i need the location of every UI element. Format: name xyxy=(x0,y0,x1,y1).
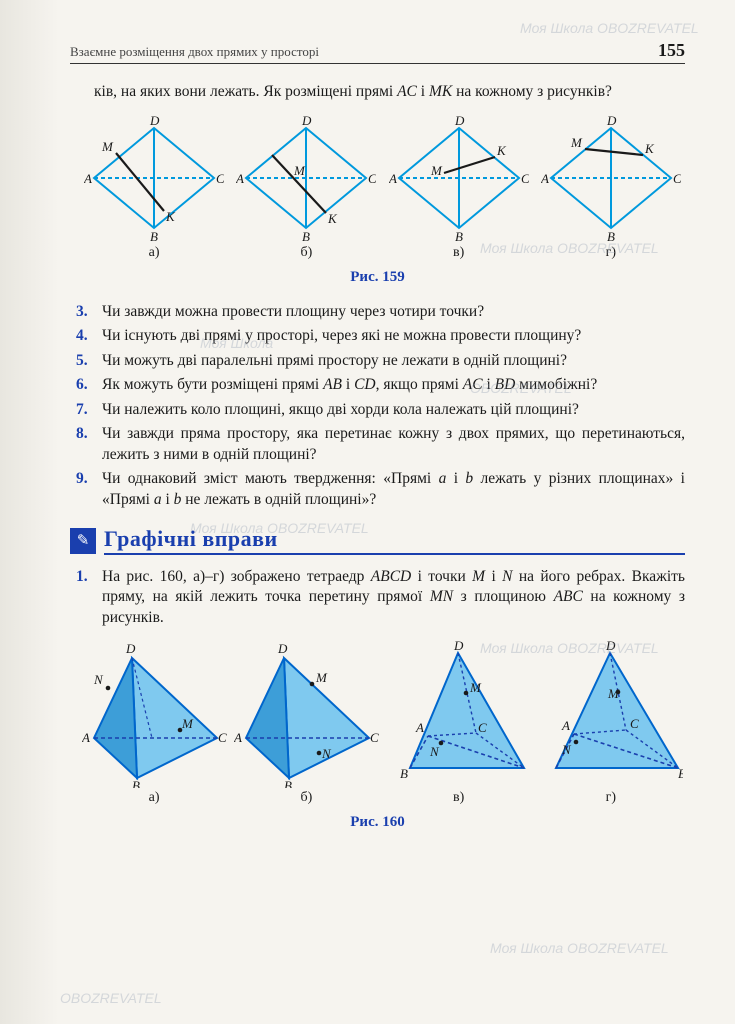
svg-text:D: D xyxy=(125,641,136,656)
svg-text:D: D xyxy=(454,113,465,128)
question-7: 7. Чи належить коло площині, якщо дві хо… xyxy=(76,400,685,420)
question-3: 3. Чи завжди можна провести площину чере… xyxy=(76,302,685,322)
page-header: Взаємне розміщення двох прямих у простор… xyxy=(70,40,685,64)
svg-text:N: N xyxy=(321,746,332,761)
svg-text:C: C xyxy=(673,171,681,186)
question-5: 5. Чи можуть дві паралельні прямі просто… xyxy=(76,351,685,371)
question-9: 9. Чи однаковий зміст мають твердження: … xyxy=(76,469,685,510)
svg-text:M: M xyxy=(469,680,482,695)
svg-text:D: D xyxy=(605,638,616,653)
fig160-caption: Рис. 160 xyxy=(70,814,685,831)
svg-text:A: A xyxy=(236,171,244,186)
fig159-a-label: а) xyxy=(80,245,228,261)
question-6: 6. Як можуть бути розміщені прямі AB і C… xyxy=(76,375,685,395)
svg-text:A: A xyxy=(82,730,90,745)
fig160-b: D M N A C B б) xyxy=(232,638,380,806)
svg-text:A: A xyxy=(541,171,549,186)
svg-text:B: B xyxy=(607,229,615,243)
fig160-c: D M N A C B в) xyxy=(385,638,533,806)
svg-text:N: N xyxy=(561,742,572,757)
svg-text:C: C xyxy=(478,720,487,735)
fig159-caption: Рис. 159 xyxy=(70,269,685,286)
svg-text:M: M xyxy=(181,716,194,731)
svg-text:C: C xyxy=(521,171,529,186)
svg-text:C: C xyxy=(218,730,227,745)
svg-text:D: D xyxy=(606,113,617,128)
svg-text:D: D xyxy=(453,638,464,653)
svg-text:M: M xyxy=(101,139,114,154)
page-number: 155 xyxy=(658,40,685,61)
svg-text:M: M xyxy=(293,163,306,178)
fig159-c-label: в) xyxy=(385,245,533,261)
svg-text:C: C xyxy=(368,171,376,186)
figure-159-row: D M A C K B а) D M xyxy=(80,113,685,261)
svg-text:B: B xyxy=(400,766,408,781)
pencil-icon: ✎ xyxy=(70,528,96,554)
svg-text:K: K xyxy=(496,143,507,158)
question-list: 3. Чи завжди можна провести площину чере… xyxy=(76,302,685,510)
figure-160-row: D N M A C B а) D M N xyxy=(80,638,685,806)
fig159-a: D M A C K B а) xyxy=(80,113,228,261)
svg-text:M: M xyxy=(570,135,583,150)
fig160-d: D M N A C B г) xyxy=(537,638,685,806)
svg-text:K: K xyxy=(327,211,338,226)
svg-text:M: M xyxy=(430,163,443,178)
svg-text:A: A xyxy=(561,718,570,733)
svg-text:N: N xyxy=(429,744,440,759)
svg-text:B: B xyxy=(678,766,683,781)
svg-text:M: M xyxy=(607,686,620,701)
svg-text:C: C xyxy=(370,730,379,745)
exercise-1: 1. На рис. 160, а)–г) зображено тетраедр… xyxy=(76,567,685,628)
svg-text:K: K xyxy=(644,141,655,156)
svg-text:D: D xyxy=(277,641,288,656)
svg-text:B: B xyxy=(302,229,310,243)
svg-text:A: A xyxy=(415,720,424,735)
question-8: 8. Чи завжди пряма простору, яка перетин… xyxy=(76,424,685,465)
fig160-d-label: г) xyxy=(537,790,685,806)
svg-text:C: C xyxy=(216,171,224,186)
svg-text:C: C xyxy=(630,716,639,731)
question-4: 4. Чи існують дві прямі у просторі, чере… xyxy=(76,326,685,346)
fig159-b: D M A C K B б) xyxy=(232,113,380,261)
svg-text:B: B xyxy=(150,229,158,243)
chapter-title: Взаємне розміщення двох прямих у простор… xyxy=(70,44,319,60)
svg-text:A: A xyxy=(234,730,242,745)
section-heading: ✎ Графічні вправи xyxy=(70,526,685,555)
svg-text:D: D xyxy=(149,113,160,128)
svg-text:A: A xyxy=(84,171,92,186)
fig159-d-label: г) xyxy=(537,245,685,261)
fig160-b-label: б) xyxy=(232,790,380,806)
svg-text:B: B xyxy=(284,778,292,788)
fig159-d: D M A C K B г) xyxy=(537,113,685,261)
svg-text:B: B xyxy=(455,229,463,243)
fig160-a: D N M A C B а) xyxy=(80,638,228,806)
svg-text:A: A xyxy=(389,171,397,186)
svg-text:K: K xyxy=(165,209,176,224)
svg-text:M: M xyxy=(315,670,328,685)
fig160-a-label: а) xyxy=(80,790,228,806)
svg-text:B: B xyxy=(132,778,140,788)
svg-text:D: D xyxy=(301,113,312,128)
intro-text: ків, на яких вони лежать. Як розміщені п… xyxy=(70,82,685,103)
fig160-c-label: в) xyxy=(385,790,533,806)
fig159-c: D M A C K B в) xyxy=(385,113,533,261)
svg-text:N: N xyxy=(93,672,104,687)
section-title: Графічні вправи xyxy=(104,526,685,555)
fig159-b-label: б) xyxy=(232,245,380,261)
